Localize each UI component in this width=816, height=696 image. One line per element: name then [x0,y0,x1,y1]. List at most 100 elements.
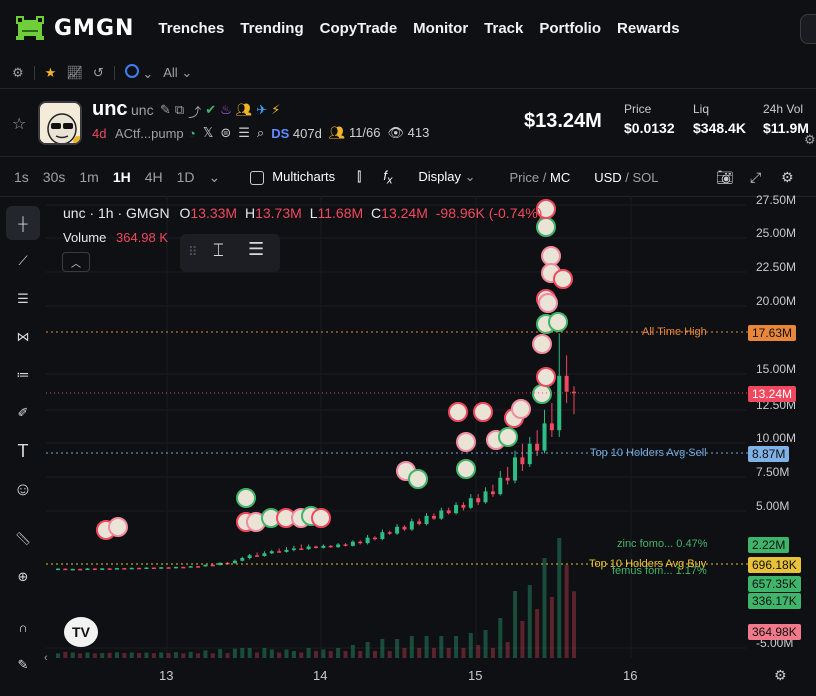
timeframe-dropdown-chevron-icon[interactable]: ⌄ [208,168,221,185]
multicharts-toggle[interactable]: Multicharts [250,169,335,185]
settings-icon[interactable]: ⚙ [804,132,816,147]
trader-avatar-bubble [511,399,531,419]
vertical-measure-icon[interactable]: ⌶ [213,240,224,260]
brush-icon[interactable]: ✐ [17,405,29,420]
candles-indicator-icon[interactable]: ⫿ [357,169,362,184]
nav-trenches[interactable]: Trenches [158,19,225,37]
trend-chart-icon[interactable]: 📈︎ [66,65,83,80]
volume-bar [417,648,422,658]
candle-body [549,423,554,431]
price-mc-toggle[interactable]: Price / MC [509,169,571,185]
tradingview-logo[interactable]: TV [64,617,98,647]
website-icon[interactable]: ⊜ [220,125,232,140]
magnet-icon[interactable]: ∩ [18,619,28,635]
copy-icon[interactable]: ⧉ [174,102,185,117]
volume-bar [365,642,370,658]
candle-body [100,568,105,570]
volume-bar [520,621,525,658]
settings-icon[interactable]: ⚙ [12,65,24,80]
candle-body [107,568,112,570]
volume-bar [173,652,178,658]
timeframe-1s[interactable]: 1s [14,169,29,185]
search-input[interactable] [800,14,816,44]
candle-body [395,526,400,534]
token-avatar[interactable] [38,101,82,145]
divider [0,88,816,89]
nav-track[interactable]: Track [484,19,524,37]
volume-bar [299,652,304,658]
candle-body [240,558,245,561]
collapse-toolbar-chevron-icon[interactable]: ‹ [44,652,48,664]
chart-settings-icon[interactable]: ⚙ [774,667,787,683]
horizontal-lines-icon[interactable]: ☰ [17,291,29,306]
fib-retracement-icon[interactable]: ≔ [16,367,30,382]
volume-bar [159,652,164,658]
volume-bar [196,653,201,658]
volume-bar [542,558,547,658]
function-icon[interactable]: fx [383,167,393,187]
history-icon[interactable]: ↺ [92,65,104,80]
x-twitter-icon[interactable]: 𝕏 [202,125,214,140]
token-address[interactable]: ACtf...pump [115,126,184,141]
price-axis-tick: 15.00M [756,362,797,376]
share-icon[interactable]: ⤴ [188,105,202,120]
usd-sol-toggle[interactable]: USD / SOL [594,169,659,185]
timeframe-1h[interactable]: 1H [112,169,131,185]
close-value: 13.24M [381,205,428,221]
price-line-label: Top 10 Holders Avg Buy [589,558,707,570]
candle-body [365,537,370,544]
chain-selector[interactable]: ⌄ [124,64,153,82]
volume-bar [218,648,223,658]
multicharts-checkbox[interactable] [250,170,265,185]
dexscreener-link[interactable]: DS 407d [271,126,322,141]
price-axis-tick: 7.50M [756,465,790,479]
filter-all-dropdown[interactable]: All ⌄ [163,65,193,80]
volume-bar [424,636,429,658]
nav-monitor[interactable]: Monitor [413,19,469,37]
timeframe-1d[interactable]: 1D [176,169,195,185]
timeframe-1m[interactable]: 1m [79,169,99,185]
volume-bar [535,609,540,658]
nav-rewards[interactable]: Rewards [617,19,680,37]
chart-canvas[interactable] [46,196,816,696]
camera-icon[interactable]: 📷︎ [716,168,734,185]
zoom-in-icon[interactable]: ⊕ [17,569,29,584]
price-chart[interactable] [46,196,816,696]
brand-logo[interactable]: GMGN [14,14,134,42]
volume-bar [350,645,355,658]
drag-handle-icon[interactable]: ⠿ [188,244,198,259]
nav-copytrade[interactable]: CopyTrade [319,19,398,37]
trend-line-icon[interactable]: ⟋ [18,253,28,268]
settings-icon[interactable]: ⚙ [781,168,794,185]
timeframe-30s[interactable]: 30s [42,169,66,185]
chat-icon[interactable]: ☰ [238,125,250,140]
bolt-icon: ⚡︎ [271,102,281,117]
telegram-icon[interactable]: ✈ [256,102,268,117]
nav-trending[interactable]: Trending [240,19,304,37]
favorite-star-icon[interactable]: ☆ [12,116,27,133]
pattern-icon[interactable]: ⋈ [16,329,30,344]
text-tool-icon[interactable]: T [17,440,29,461]
divider [33,66,35,80]
edit-icon[interactable]: ✎ [160,102,171,117]
favorites-star-icon[interactable]: ★ [44,65,57,80]
horizontal-lines-icon[interactable]: ☰ [248,239,265,259]
timeframe-4h[interactable]: 4H [144,169,163,185]
search-icon[interactable]: ⌕ [256,125,265,140]
price-line-tag: 696.18K [748,557,801,573]
candle-body [328,545,333,548]
emoji-icon[interactable]: ☺ [13,478,33,499]
trader-avatar-bubble [532,334,552,354]
collapse-legend-chevron-up-icon[interactable]: ︿ [62,252,90,272]
candle-body [196,566,201,568]
ruler-icon[interactable]: 📏︎ [14,531,32,546]
volume-bar [402,648,407,658]
trader-avatar-bubble [408,469,428,489]
pie-chart-icon[interactable]: ◔ [188,125,196,141]
lock-draw-icon[interactable]: ✎ [17,657,29,672]
fullscreen-icon[interactable]: ⤢ [750,168,762,185]
display-dropdown[interactable]: Display ⌄ [418,169,475,185]
nav-portfolio[interactable]: Portfolio [539,19,602,37]
crosshair-icon[interactable]: ┼ [6,206,40,240]
stat-volume: 24h Vol $11.9M [763,102,816,136]
